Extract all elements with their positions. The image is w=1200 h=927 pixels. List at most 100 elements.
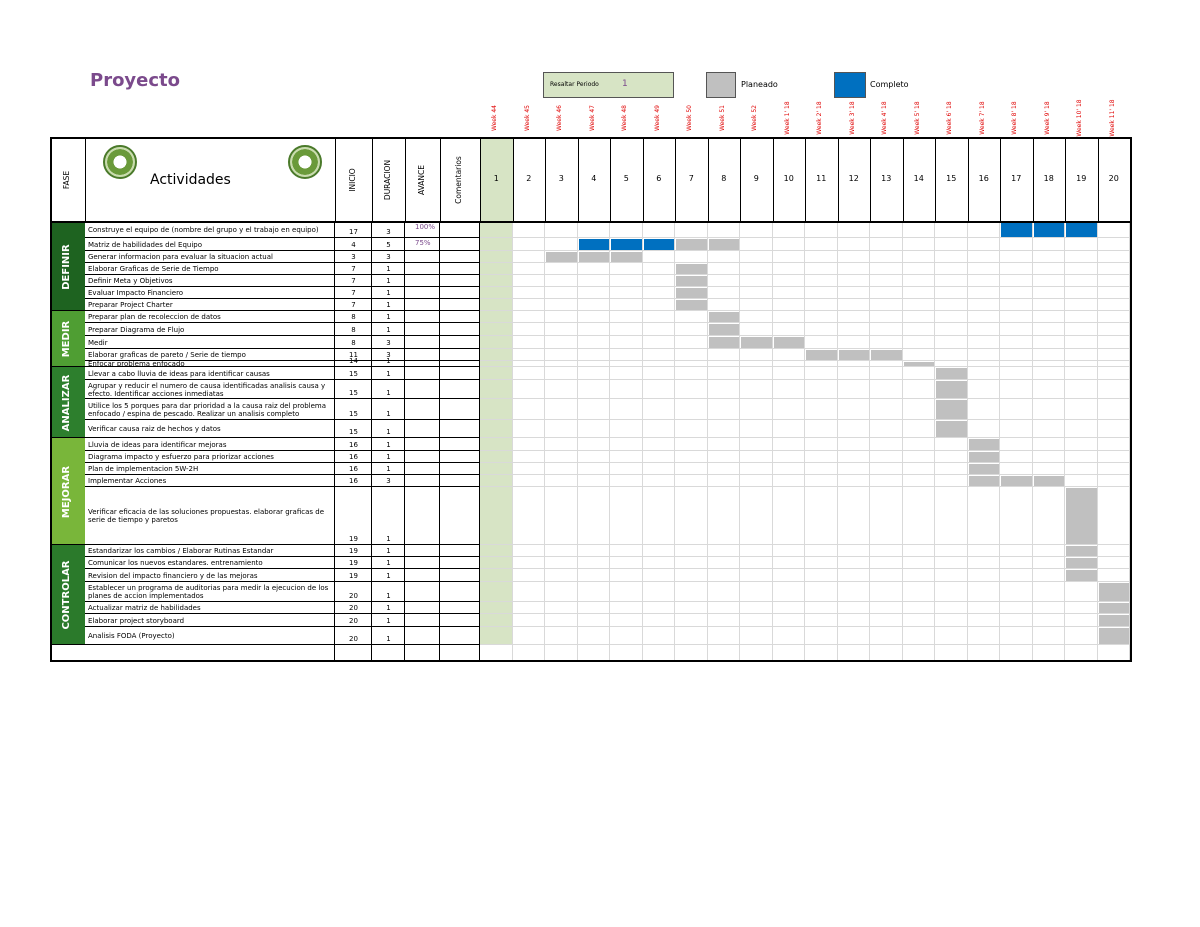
gantt-cell: [870, 349, 903, 361]
header-line: [675, 137, 676, 222]
gantt-cell: [967, 263, 1000, 275]
activity: Llevar a cabo lluvia de ideas para ident…: [88, 369, 270, 378]
row-line: [440, 438, 480, 451]
gantt-cell: [870, 545, 903, 557]
duration: 1: [386, 617, 391, 625]
gantt-cell: [1032, 545, 1065, 557]
gantt-cell: [480, 451, 513, 463]
gantt-cell: [740, 475, 773, 487]
gantt-cell: [805, 463, 838, 475]
start: 20: [349, 617, 358, 625]
gantt-cell: [1032, 222, 1065, 238]
gantt-cell: [1000, 602, 1033, 614]
planned-bar: [936, 421, 967, 437]
gantt-cell: [707, 569, 740, 582]
gantt-cell: [610, 287, 643, 299]
row-line: [405, 380, 440, 399]
gantt-cell: [935, 263, 968, 275]
gantt-cell: [740, 557, 773, 569]
row-line: [405, 420, 440, 438]
gantt-cell: [675, 545, 708, 557]
duration: 1: [386, 357, 391, 365]
gantt-cell: [1097, 545, 1130, 557]
progress: 100%: [415, 223, 436, 231]
gantt-cell: [837, 380, 870, 399]
gantt-cell: [805, 323, 838, 336]
gantt-cell: [837, 238, 870, 251]
complete-bar: [1033, 223, 1064, 237]
gantt-cell: [577, 275, 610, 287]
row-line: [335, 361, 372, 367]
gantt-cell: [902, 251, 935, 263]
planned-bar: [806, 350, 837, 360]
gantt-cell: [512, 311, 545, 323]
row-line: [85, 349, 335, 361]
gantt-cell: [870, 602, 903, 614]
row-line: [405, 451, 440, 463]
gantt-cell: [512, 361, 545, 367]
gantt-cell: [1032, 311, 1065, 323]
title: Proyecto: [90, 70, 181, 91]
row-line: [440, 349, 480, 361]
start: 8: [351, 339, 356, 347]
gantt-cell: [805, 311, 838, 323]
gantt-cell: [1097, 336, 1130, 349]
header-line: [1000, 137, 1001, 222]
gantt-cell: [902, 438, 935, 451]
row-line: [85, 263, 335, 275]
gantt-cell: [740, 349, 773, 361]
gantt-cell: [707, 582, 740, 602]
start: 8: [351, 313, 356, 321]
header-line: [805, 137, 806, 222]
header-line: [707, 137, 709, 222]
gantt-cell: [545, 399, 578, 420]
gantt-cell: [610, 451, 643, 463]
gantt-cell: [1000, 645, 1033, 660]
gantt-cell: [837, 475, 870, 487]
phase-cell: [50, 438, 85, 545]
gantt-cell: [642, 451, 675, 463]
gantt-cell: [675, 645, 708, 660]
row-line: [335, 582, 372, 602]
gantt-cell: [480, 557, 513, 569]
gantt-cell: [642, 420, 675, 438]
gantt-cell: [512, 380, 545, 399]
gantt-cell: [805, 336, 838, 349]
planned-bar: [578, 252, 609, 262]
gantt-cell: [480, 222, 513, 238]
gantt-cell: [545, 614, 578, 627]
gantt-cell: [480, 582, 513, 602]
gantt-cell: [935, 569, 968, 582]
row-line: [440, 475, 480, 487]
start: 7: [351, 265, 356, 273]
gantt-cell: [577, 380, 610, 399]
gantt-cell: [902, 222, 935, 238]
row-line: [85, 311, 335, 323]
gantt-cell: [935, 336, 968, 349]
gantt-cell: [935, 251, 968, 263]
gantt-cell: [512, 569, 545, 582]
gantt-cell: [610, 602, 643, 614]
gantt-cell: [1065, 602, 1098, 614]
duration: 3: [386, 339, 391, 347]
gantt-cell: [707, 349, 740, 361]
gantt-cell: [772, 569, 805, 582]
gantt-cell: [772, 263, 805, 275]
gantt-cell: [1065, 349, 1098, 361]
gantt-cell: [675, 238, 708, 251]
period-number: 16: [978, 174, 989, 183]
row-line: [405, 645, 440, 660]
gantt-cell: [902, 311, 935, 323]
gantt-cell: [1097, 251, 1130, 263]
gantt-cell: [707, 438, 740, 451]
gantt-cell: [870, 582, 903, 602]
activity: Elaborar project storyboard: [88, 616, 185, 625]
gantt-cell: [967, 487, 1000, 545]
gantt-cell: [837, 299, 870, 311]
week-label: Week 7' 18: [978, 101, 986, 135]
gantt-cell: [545, 463, 578, 475]
row-line: [85, 275, 335, 287]
gantt-cell: [935, 438, 968, 451]
gantt-cell: [512, 367, 545, 380]
gantt-cell: [805, 222, 838, 238]
